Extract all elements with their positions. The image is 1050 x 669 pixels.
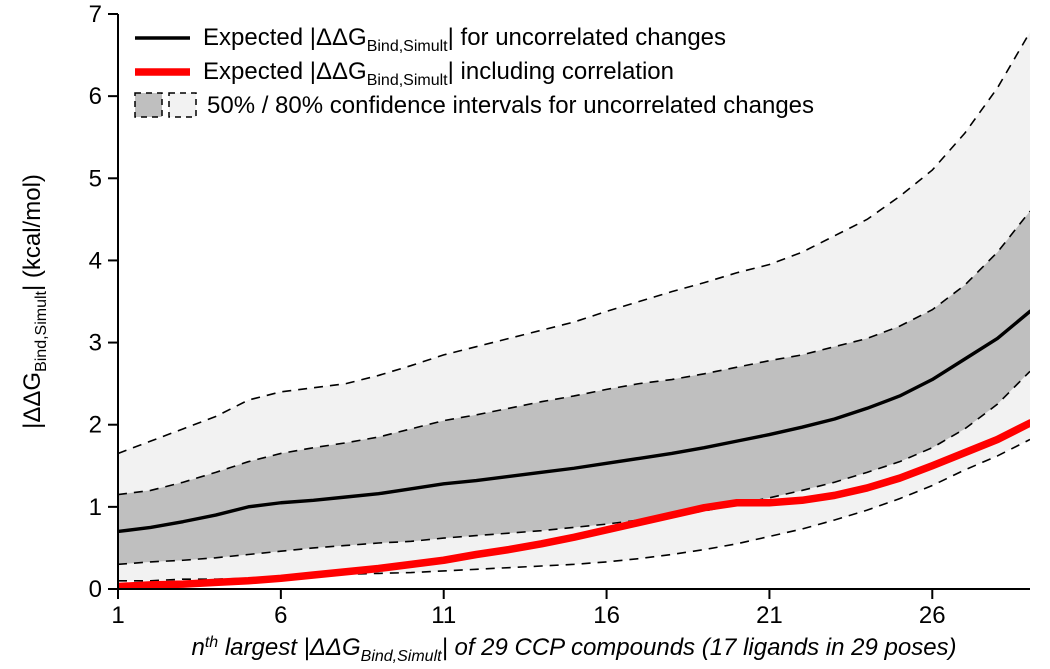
x-tick-label: 6: [274, 602, 287, 629]
legend-label: 50% / 80% confidence intervals for uncor…: [207, 92, 814, 119]
x-tick-label: 16: [593, 602, 620, 629]
x-tick-label: 11: [431, 602, 456, 629]
y-axis-label: |ΔΔGBind,Simult| (kcal/mol): [19, 174, 50, 429]
y-tick-label: 2: [89, 412, 102, 439]
x-tick-label: 26: [919, 602, 946, 629]
y-tick-label: 4: [89, 247, 102, 274]
legend-label: Expected |ΔΔGBind,Simult| for uncorrelat…: [203, 24, 726, 55]
chart-svg: 012345671611162126|ΔΔGBind,Simult| (kcal…: [0, 0, 1050, 669]
x-tick-label: 21: [756, 602, 783, 629]
y-tick-label: 5: [89, 165, 102, 192]
y-tick-label: 3: [89, 330, 102, 357]
chart-container: 012345671611162126|ΔΔGBind,Simult| (kcal…: [0, 0, 1050, 669]
svg-text:nth largest |ΔΔGBind,Simult| o: nth largest |ΔΔGBind,Simult| of 29 CCP c…: [191, 634, 956, 665]
legend-swatch-80: [169, 93, 196, 117]
legend: Expected |ΔΔGBind,Simult| for uncorrelat…: [129, 21, 939, 135]
y-tick-label: 1: [89, 494, 102, 521]
y-tick-label: 7: [89, 1, 102, 28]
x-tick-label: 1: [111, 602, 124, 629]
y-tick-label: 0: [89, 576, 102, 603]
y-tick-label: 6: [89, 83, 102, 110]
svg-text:|ΔΔGBind,Simult| (kcal/mol): |ΔΔGBind,Simult| (kcal/mol): [19, 174, 50, 429]
x-axis-label: nth largest |ΔΔGBind,Simult| of 29 CCP c…: [191, 634, 956, 665]
legend-swatch-50: [135, 93, 162, 117]
